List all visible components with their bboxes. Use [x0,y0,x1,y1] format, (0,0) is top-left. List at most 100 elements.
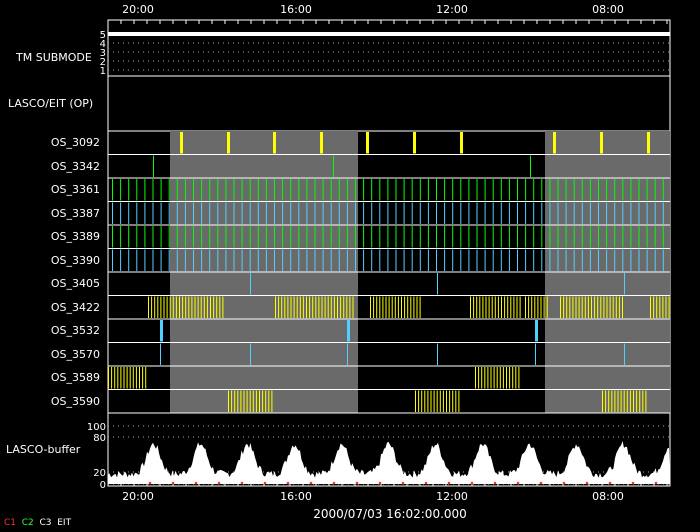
event-mark [508,226,510,248]
event-mark [322,179,324,201]
event-mark [427,390,429,412]
event-mark [249,179,251,201]
event-mark [379,226,381,248]
event-mark [278,296,280,318]
event-mark [541,249,543,271]
event-mark [298,226,300,248]
buffer-event-dot [493,481,497,485]
event-mark [213,296,215,318]
event-mark [636,390,638,412]
buffer-event-dot [240,481,244,485]
event-mark [314,226,316,248]
event-mark [352,296,354,318]
event-mark [606,226,608,248]
row-label-os_3590: OS_3590 [50,394,100,408]
event-mark [366,132,369,154]
event-mark [557,179,559,201]
event-mark [379,202,381,224]
event-mark [306,179,308,201]
event-mark [129,367,131,389]
tm-tick-label: 5 [100,30,106,41]
event-mark [654,226,656,248]
event-mark [617,390,619,412]
event-mark [654,202,656,224]
event-mark [500,249,502,271]
event-mark [306,226,308,248]
event-mark [112,226,113,248]
event-mark [371,249,373,271]
event-mark [427,226,429,248]
event-mark [446,390,447,412]
event-mark [136,249,138,271]
event-mark [411,249,413,271]
event-mark [622,249,624,271]
event-mark [201,249,203,271]
event-mark [257,202,259,224]
event-mark [427,179,429,201]
event-mark [376,296,378,318]
event-mark [646,179,648,201]
event-mark [525,296,526,318]
event-mark [371,202,373,224]
event-mark [120,249,122,271]
event-mark [436,390,438,412]
event-mark [484,226,486,248]
event-mark [346,226,348,248]
event-mark [517,179,518,201]
event-mark [135,367,137,389]
event-mark [653,296,655,318]
event-mark [338,202,340,224]
event-mark [290,249,292,271]
event-mark [371,179,373,201]
event-mark [460,179,462,201]
event-mark [275,296,276,318]
event-mark [318,296,320,318]
event-mark [314,249,316,271]
event-mark [255,390,257,412]
event-mark [410,296,412,318]
event-mark [497,296,499,318]
event-mark [203,296,205,318]
event-mark [217,179,219,201]
event-mark [209,249,211,271]
event-mark [243,390,245,412]
event-mark [306,249,308,271]
event-mark [128,249,130,271]
event-mark [622,179,624,201]
event-mark [293,296,295,318]
event-mark [458,390,460,412]
event-mark [153,155,154,177]
event-mark [168,249,170,271]
event-mark [241,226,243,248]
event-mark [324,296,326,318]
event-mark [225,179,227,201]
event-mark [541,179,543,201]
event-mark [322,202,324,224]
event-mark [321,296,323,318]
event-mark [148,296,149,318]
event-mark [349,296,351,318]
event-mark [475,367,476,389]
event-mark [560,296,561,318]
buffer-event-dot [585,481,589,485]
buffer-event-dot [608,481,612,485]
event-mark [241,202,243,224]
event-mark [626,390,628,412]
event-mark [193,179,194,201]
buffer-event-dot [539,481,543,485]
event-mark [549,202,551,224]
row-label-os_3405: OS_3405 [50,277,100,290]
buffer-event-dot [401,481,405,485]
event-mark [535,343,536,365]
event-mark [646,202,648,224]
event-mark [290,226,292,248]
event-mark [460,249,462,271]
event-mark [510,296,512,318]
buffer-tick-label: 0 [100,480,106,491]
buffer-event-dot [148,481,152,485]
event-mark [639,390,641,412]
event-mark [209,226,211,248]
event-mark [598,226,599,248]
event-mark [246,390,248,412]
